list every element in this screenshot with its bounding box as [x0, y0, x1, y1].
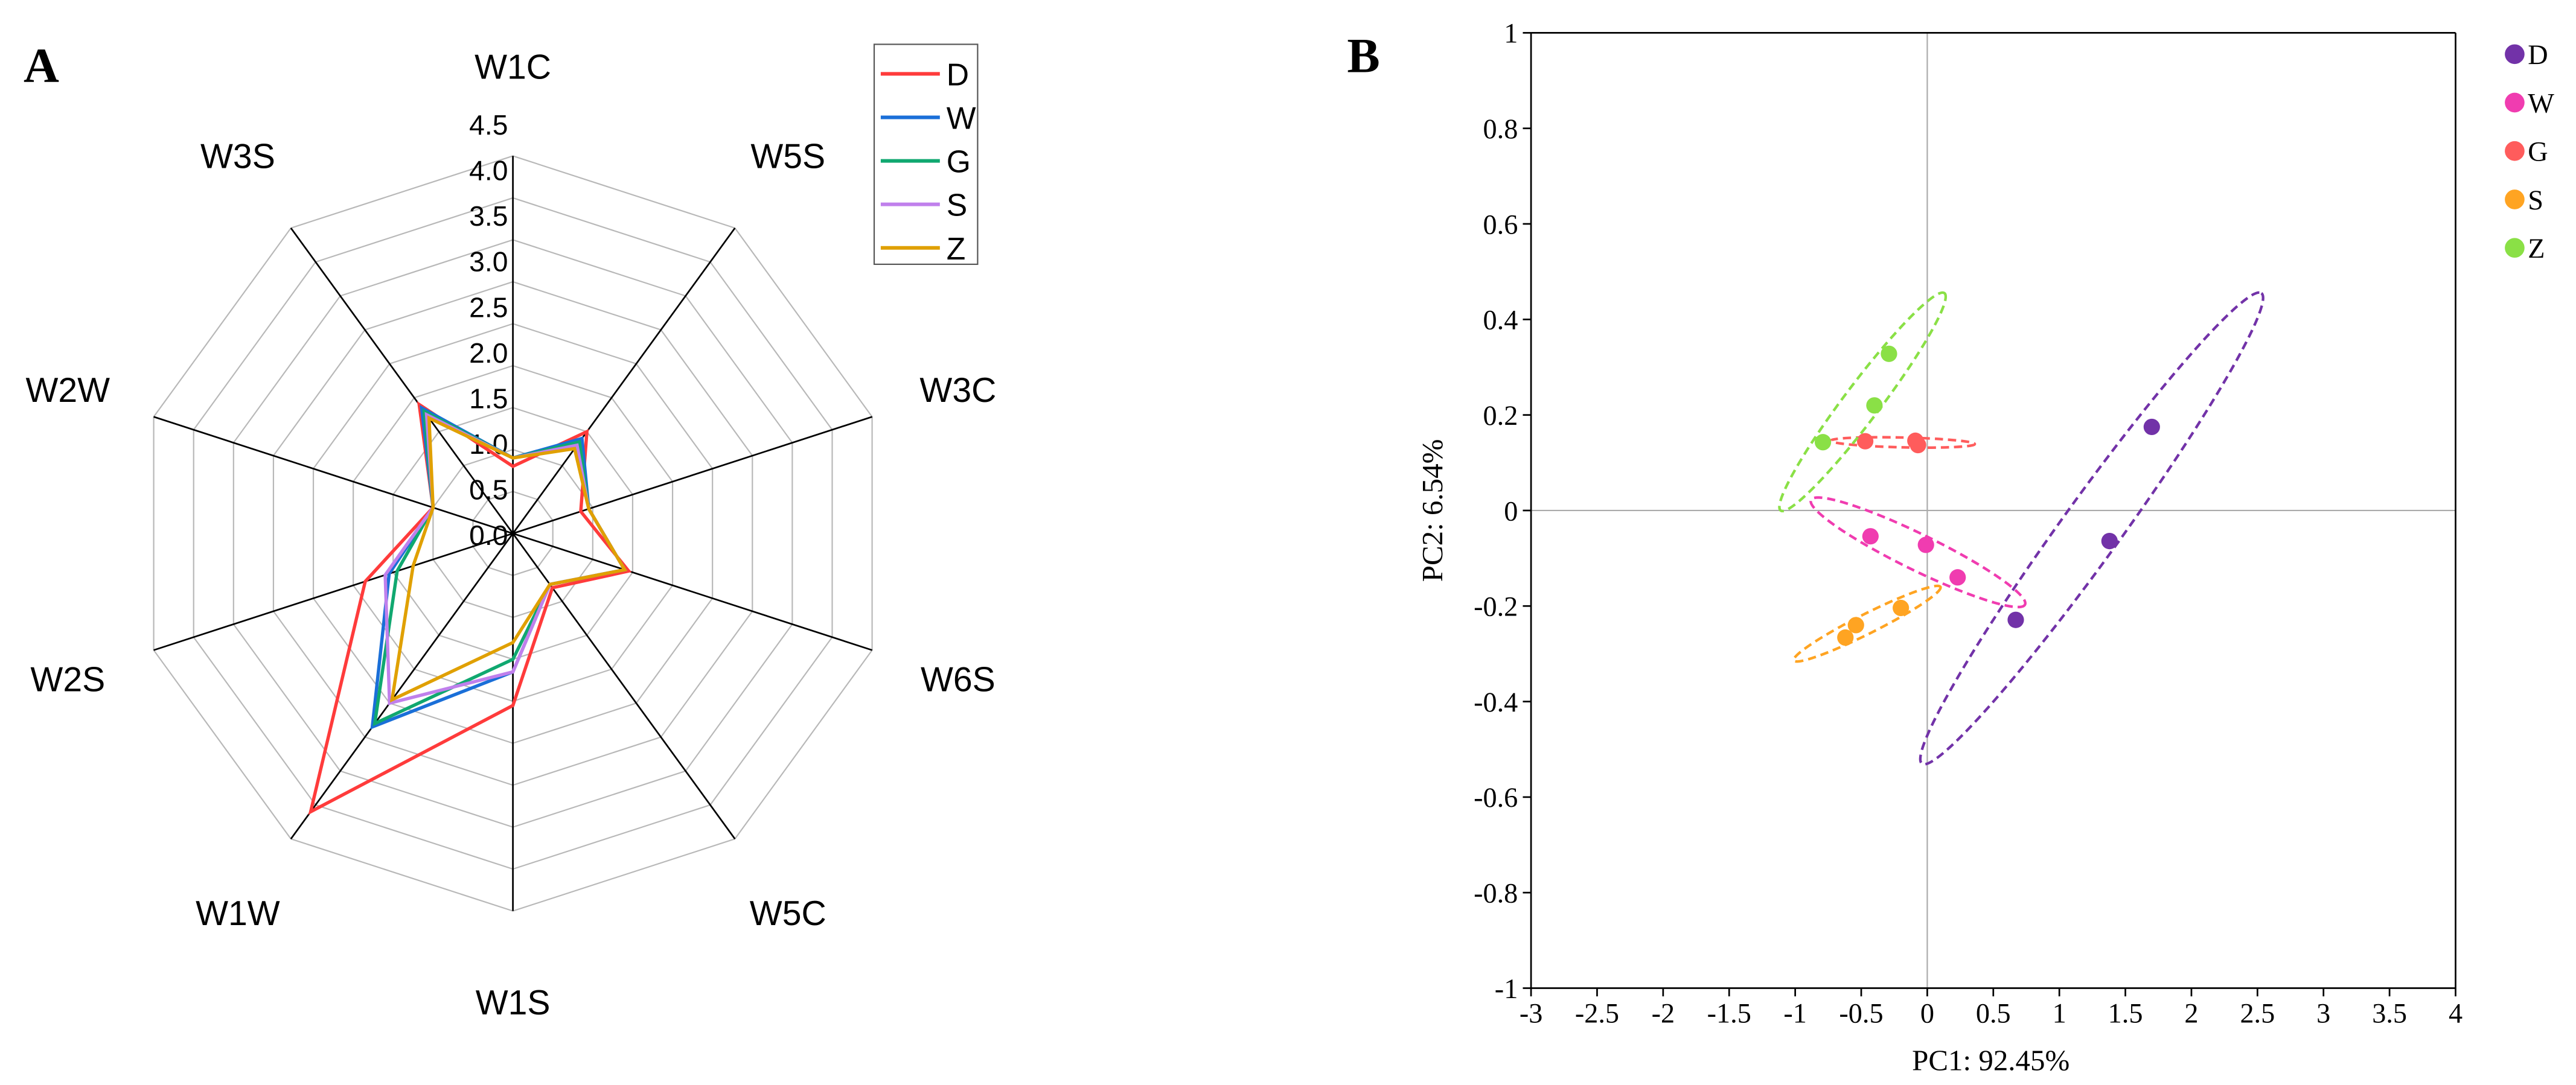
confidence-ellipse-W [1809, 496, 2027, 609]
radar-axis-label: W3S [200, 138, 275, 176]
y-tick-label: -0.6 [1474, 783, 1518, 813]
radar-axis-label: W1S [476, 984, 551, 1022]
confidence-ellipse-S [1792, 584, 1942, 663]
data-point-W [1949, 569, 1966, 586]
radar-axis-label: W3C [919, 371, 996, 410]
x-tick-label: 1.5 [2108, 999, 2143, 1029]
legend-label-W: W [2528, 88, 2554, 119]
data-point-G [1910, 436, 1926, 454]
radar-axis-label: W6S [921, 660, 996, 699]
y-tick-label: 0.8 [1483, 114, 1518, 145]
data-point-Z [1866, 397, 1883, 414]
legend-label-Z: Z [2528, 234, 2545, 264]
y-axis-label: PC2: 6.54% [1416, 439, 1449, 582]
y-tick-label: 0.4 [1483, 305, 1518, 336]
data-point-S [1893, 599, 1910, 617]
y-tick-label: -0.8 [1474, 879, 1518, 909]
data-point-W [1862, 528, 1879, 545]
radar-axis-line [513, 532, 873, 651]
legend-marker-D [2505, 44, 2525, 65]
data-point-W [1917, 536, 1934, 553]
confidence-ellipse-D [1919, 291, 2264, 766]
radar-axis-line [512, 533, 736, 839]
y-tick-label: -0.4 [1474, 687, 1518, 718]
radar-tick-label: 2.0 [469, 337, 508, 369]
x-tick-label: 1 [2053, 999, 2066, 1029]
legend-marker-W [2505, 92, 2525, 113]
y-tick-label: 0 [1504, 496, 1518, 527]
radar-axis-label: W2S [30, 660, 105, 699]
pca-scatter-chart: -3 -2.5 -2 -1.5 -1 -0.5 0 0.5 1 1.5 2 2.5 3 3.5 4 -1 -0.… [1416, 19, 2554, 1077]
y-tick-label: 0.6 [1483, 209, 1518, 240]
legend-box [873, 43, 979, 266]
data-point-S [1847, 617, 1864, 634]
radar-axis-label: W1W [196, 894, 280, 933]
legend-label-G: G [947, 144, 971, 179]
y-tick-label: 1 [1504, 19, 1518, 49]
radar-tick-label: 3.0 [469, 246, 508, 278]
data-point-G [1856, 433, 1874, 450]
data-point-Z [1814, 434, 1832, 451]
y-tick-label: -1 [1495, 974, 1518, 1005]
legend-marker-S [2505, 189, 2525, 209]
data-point-Z [1881, 345, 1897, 362]
y-tick-label: 0.2 [1483, 401, 1518, 431]
x-tick-label: 0.5 [1976, 999, 2011, 1029]
legend-label-Z: Z [947, 231, 966, 266]
x-axis-label: PC1: 92.45% [1912, 1044, 2069, 1077]
x-tick-label: 4 [2449, 999, 2463, 1029]
x-tick-label: 3.5 [2372, 999, 2407, 1029]
data-point-D [2101, 533, 2118, 550]
legend-label-D: D [947, 57, 969, 92]
x-tick-label: -2 [1652, 999, 1675, 1029]
radar-tick-label: 0.0 [469, 520, 508, 551]
radar-axis-label: W5S [750, 138, 825, 176]
radar-axis-line [513, 416, 873, 535]
panel-label-a: A [24, 38, 59, 93]
panel-label-b: B [1347, 28, 1379, 83]
radar-tick-label: 2.5 [469, 291, 508, 323]
x-tick-label: -1 [1783, 999, 1807, 1029]
data-point-D [2143, 418, 2160, 436]
legend-label-S: S [2528, 185, 2543, 216]
x-tick-label: -1.5 [1707, 999, 1751, 1029]
data-point-D [2007, 611, 2024, 628]
x-tick-label: 0 [1920, 999, 1934, 1029]
radar-tick-label: 1.5 [469, 383, 508, 414]
x-tick-label: -2.5 [1575, 999, 1619, 1029]
radar-tick-label: 0.5 [469, 474, 508, 506]
radar-axis-line [153, 416, 514, 535]
data-point-S [1837, 629, 1854, 646]
radar-axis-line [290, 533, 514, 839]
x-tick-label: 2 [2184, 999, 2198, 1029]
x-tick-label: 2.5 [2240, 999, 2275, 1029]
radar-axis-label: W2W [26, 371, 110, 410]
legend-marker-G [2505, 141, 2525, 161]
legend-label-D: D [2528, 40, 2548, 71]
radar-axis-label: W5C [750, 894, 826, 933]
radar-tick-label: 4.5 [469, 109, 508, 141]
radar-axis-line [512, 228, 736, 534]
radar-tick-label: 4.0 [469, 155, 508, 186]
radar-axis-label: W1C [475, 48, 551, 87]
x-tick-label: -3 [1520, 999, 1543, 1029]
radar-tick-label: 3.5 [469, 200, 508, 232]
x-tick-label: 3 [2316, 999, 2330, 1029]
radar-axis-line [290, 228, 514, 534]
legend-label-W: W [947, 101, 976, 136]
legend-label-S: S [947, 188, 967, 223]
legend-label-G: G [2528, 137, 2548, 168]
radar-series-Z [389, 415, 628, 703]
radar-chart: W1CW5SW3CW6SW5CW1SW1WW2SW2WW3S0.00.51.01… [26, 43, 996, 1022]
x-tick-label: -0.5 [1839, 999, 1883, 1029]
confidence-ellipse-Z [1778, 291, 1948, 513]
legend-marker-Z [2505, 238, 2525, 258]
y-tick-label: -0.2 [1474, 592, 1518, 623]
radar-axis-line [153, 532, 514, 651]
